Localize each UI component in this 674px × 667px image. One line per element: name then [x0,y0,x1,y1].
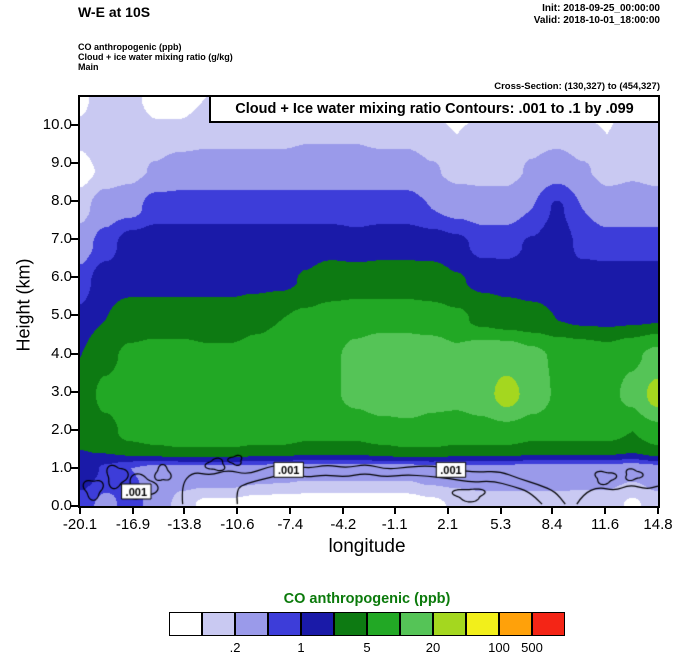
legend-line-co: CO anthropogenic (ppb) [78,42,182,52]
x-tick-mark [183,506,186,514]
y-tick-label: 10.0 [42,115,72,133]
colorbar-tick-label: 5 [363,640,371,655]
colorbar-tick-label: .2 [229,640,241,655]
colorbar-swatch-0 [169,612,202,636]
x-tick-label: -7.4 [277,516,304,533]
colorbar-swatch-9 [466,612,499,636]
colorbar-tick-label: 100 [488,640,510,655]
x-tick-label: -4.2 [330,516,357,533]
x-tick-label: 5.3 [490,516,512,533]
y-tick-label: 9.0 [51,153,72,171]
cross-section-coords: Cross-Section: (130,327) to (454,327) [494,81,660,92]
x-axis-label: longitude [328,536,406,557]
colorbar [169,612,565,636]
y-tick-mark [70,276,78,279]
valid-time: Valid: 2018-10-01_18:00:00 [533,15,660,26]
x-tick-label: -13.8 [167,516,202,533]
x-tick-mark [236,506,239,514]
x-tick-mark [551,506,553,514]
x-tick-label: 14.8 [643,516,673,533]
y-tick-mark [70,505,78,507]
y-tick-mark [70,123,78,126]
contour-field-canvas [80,97,658,506]
colorbar-tick-label: 500 [521,640,543,655]
colorbar-tick-label: 20 [425,640,441,655]
colorbar-swatch-6 [367,612,400,636]
y-tick-mark [70,314,78,317]
colorbar-tick-label: 1 [297,640,305,655]
y-tick-label: 0.0 [51,497,72,514]
y-tick-label: 5.0 [51,306,72,324]
colorbar-swatch-10 [499,612,532,636]
colorbar-swatch-1 [202,612,235,636]
field-legend: CO anthropogenic (ppb) Cloud + ice water… [78,42,233,72]
x-tick-mark [604,506,606,514]
y-tick-mark [70,390,78,393]
y-tick-label: 7.0 [51,230,72,248]
legend-line-cloud: Cloud + ice water mixing ratio (g/kg) [78,52,233,62]
colorbar-swatch-5 [334,612,367,636]
x-tick-mark [657,506,659,514]
colorbar-swatch-7 [400,612,433,636]
colorbar-swatch-11 [532,612,565,636]
colorbar-title: CO anthropogenic (ppb) [283,591,451,607]
init-time: Init: 2018-09-25_00:00:00 [542,3,660,14]
y-tick-label: 6.0 [51,268,72,286]
x-tick-label: -10.6 [220,516,255,533]
y-tick-mark [70,161,78,164]
colorbar-swatch-8 [433,612,466,636]
x-tick-mark [79,506,81,514]
y-tick-label: 3.0 [51,382,72,400]
y-tick-mark [70,352,78,355]
y-tick-mark [70,466,78,469]
y-tick-label: 2.0 [51,420,72,438]
y-tick-label: 1.0 [51,458,72,476]
y-tick-label: 4.0 [51,344,72,362]
x-tick-label: 2.1 [437,516,459,533]
colorbar-swatch-4 [301,612,334,636]
legend-line-main: Main [78,62,99,72]
colorbar-labels: .2 1 5 20 100 500 [169,640,569,656]
x-tick-mark [342,506,345,514]
y-tick-mark [70,428,78,431]
x-tick-mark [499,506,502,514]
x-tick-label: -20.1 [62,516,98,533]
x-tick-mark [393,506,396,514]
x-tick-label: 8.4 [541,516,563,533]
page-title: W-E at 10S [78,4,151,20]
x-tick-mark [289,506,292,514]
y-axis-label: Height (km) [13,258,34,352]
y-tick-mark [70,238,78,241]
colorbar-swatch-2 [235,612,268,636]
x-tick-label: -1.1 [381,516,408,533]
x-tick-label: 11.6 [590,516,620,533]
run-times: Init: 2018-09-25_00:00:00 Valid: 2018-10… [534,3,660,27]
plot-area: Cloud + Ice water mixing ratio Contours:… [43,95,673,533]
x-tick-label: -16.9 [115,516,151,533]
x-tick-mark [131,506,134,514]
colorbar-swatch-3 [268,612,301,636]
y-tick-mark [70,200,78,203]
x-tick-mark [446,506,449,514]
contour-info-banner: Cloud + Ice water mixing ratio Contours:… [209,95,660,123]
y-tick-label: 8.0 [51,192,72,210]
